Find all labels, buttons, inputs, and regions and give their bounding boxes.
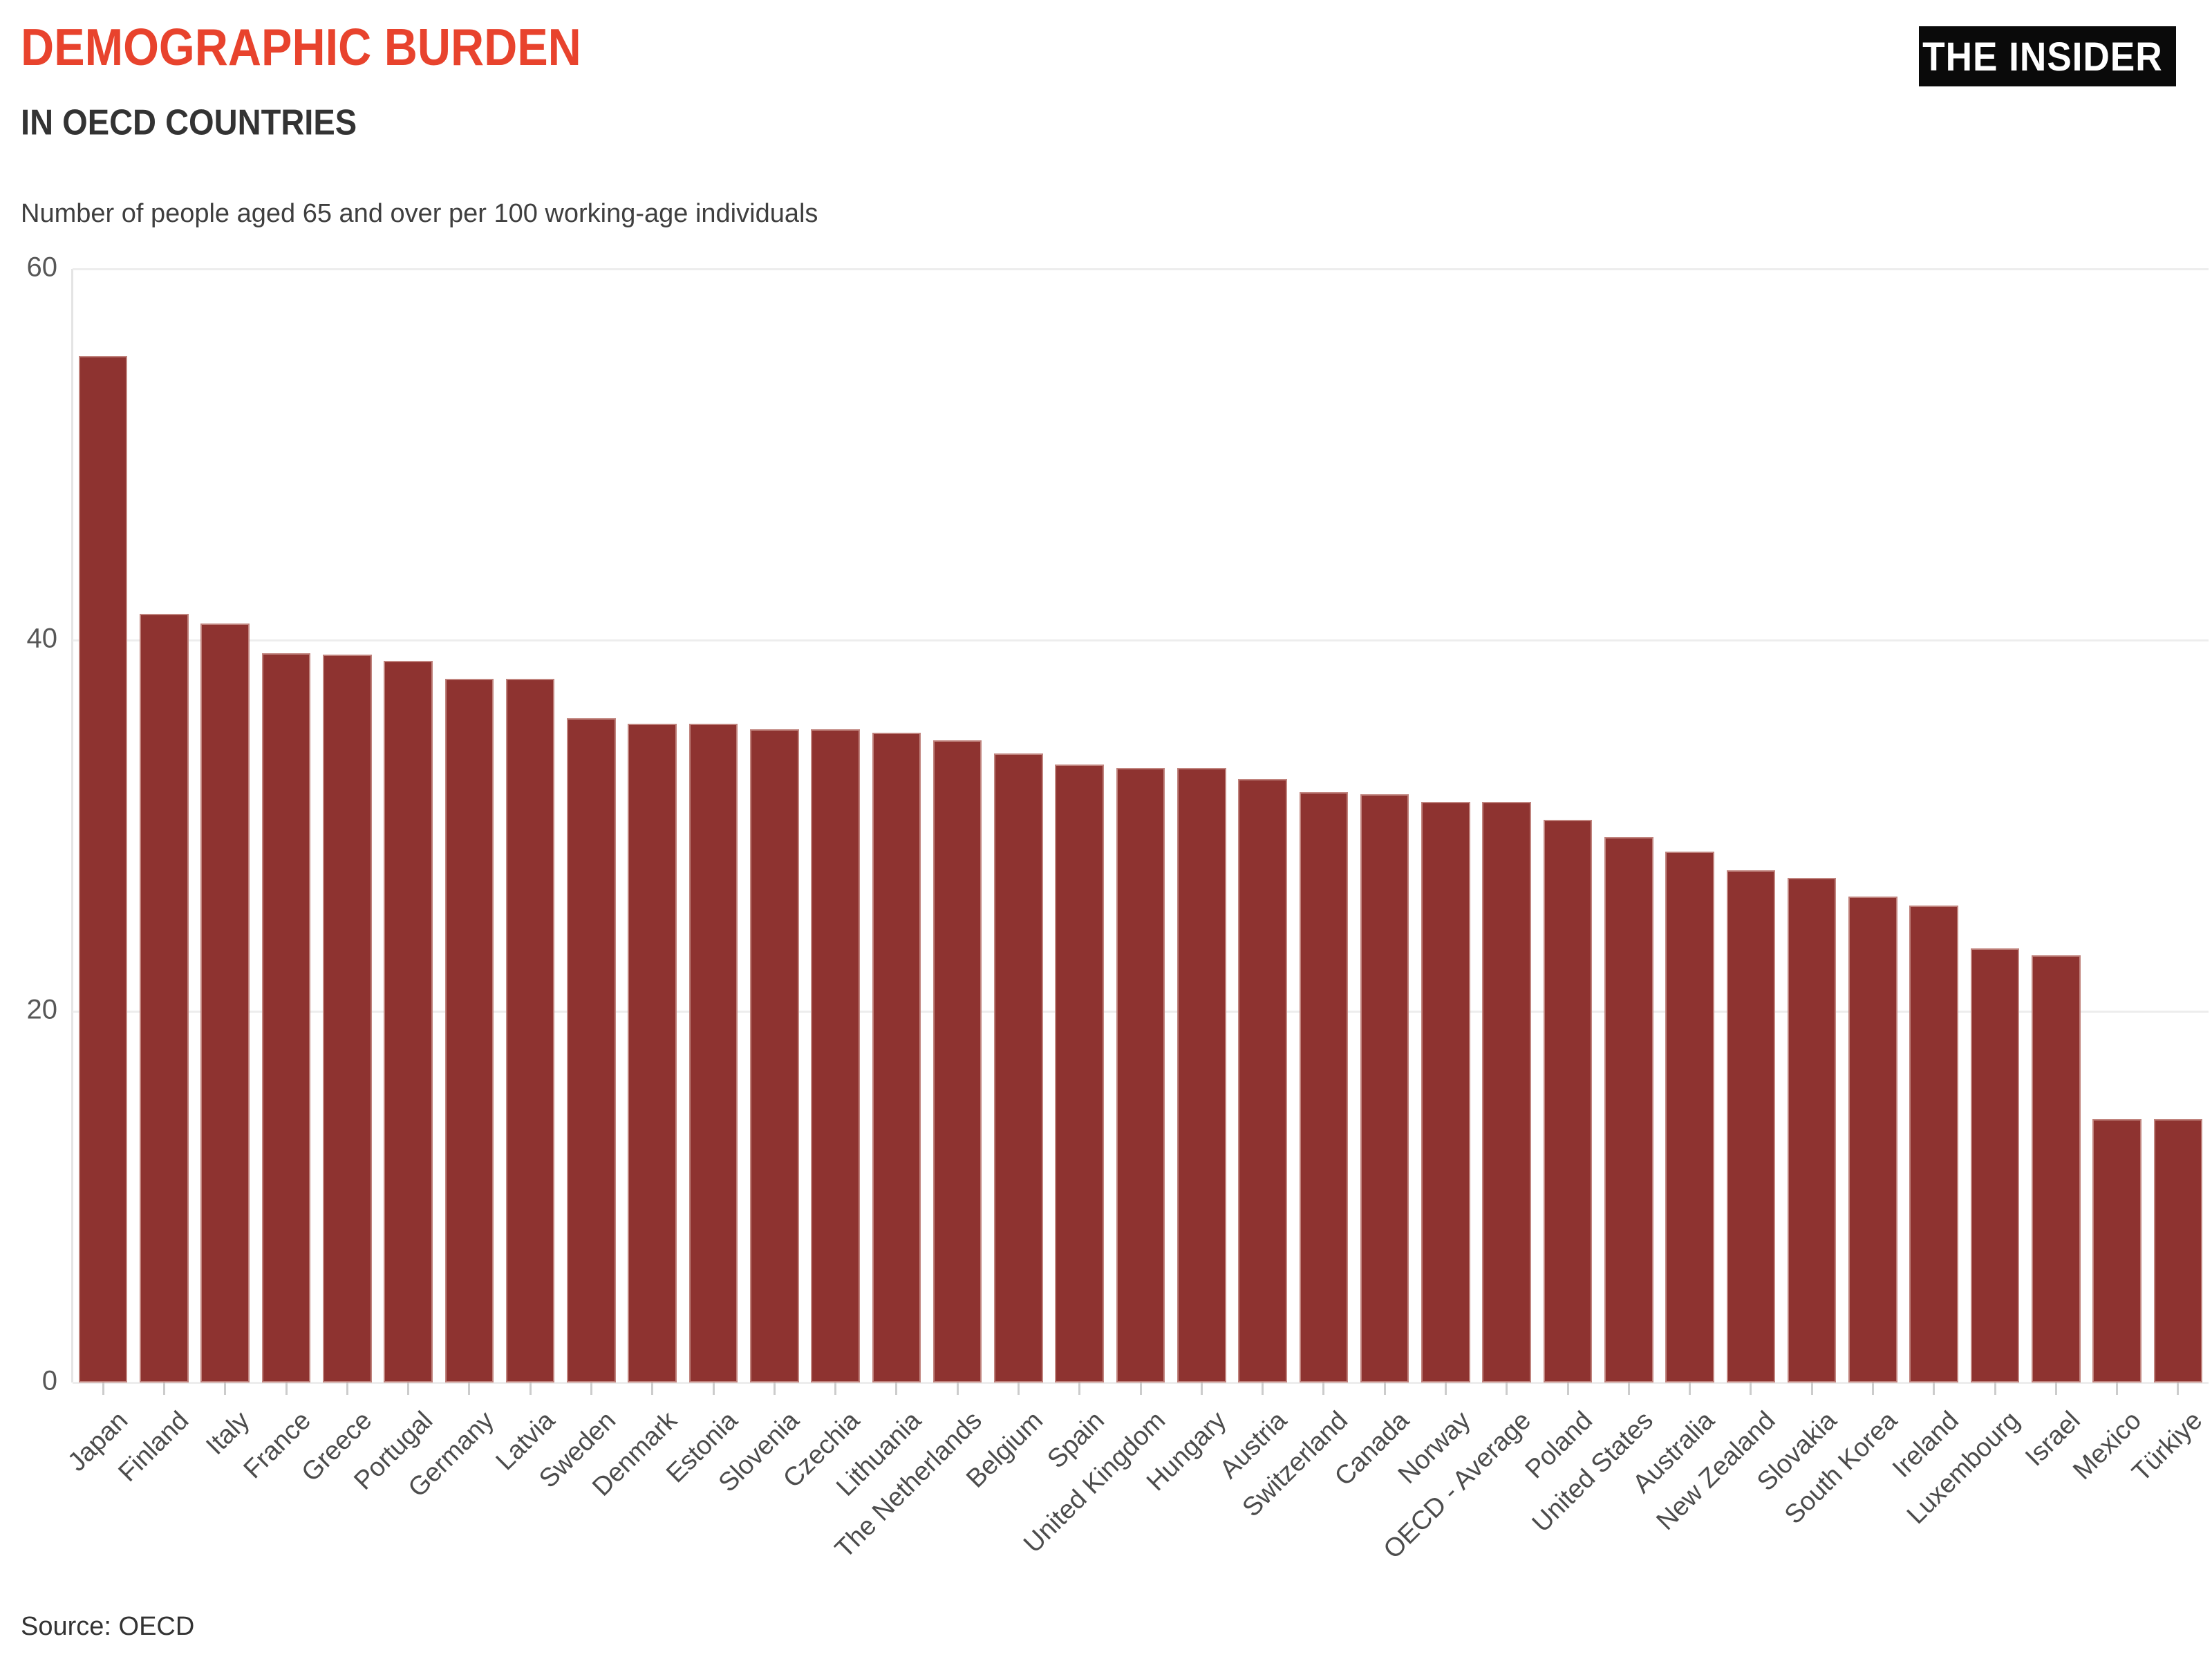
- x-tick-austria: [1262, 1382, 1264, 1395]
- y-axis-line: [71, 269, 73, 1382]
- bar-denmark: [628, 723, 677, 1382]
- bar-portugal: [384, 660, 433, 1382]
- x-tick-czechia: [834, 1382, 837, 1395]
- bar-t-rkiye: [2153, 1118, 2203, 1382]
- page-title: DEMOGRAPHIC BURDEN: [21, 19, 581, 77]
- x-tick-oecd-average: [1506, 1382, 1508, 1395]
- brand-logo: THE INSIDER: [1919, 26, 2176, 86]
- x-tick-the-netherlands: [956, 1382, 959, 1395]
- x-tick-japan: [102, 1382, 104, 1395]
- x-tick-south-korea: [1871, 1382, 1874, 1395]
- bar-poland: [1543, 820, 1593, 1382]
- bar-united-kingdom: [1116, 768, 1165, 1382]
- x-tick-hungary: [1200, 1382, 1203, 1395]
- bar-belgium: [994, 753, 1043, 1382]
- bar-greece: [322, 655, 372, 1382]
- x-tick-label-italy: Italy: [200, 1406, 256, 1461]
- bar-lithuania: [872, 733, 921, 1382]
- x-tick-lithuania: [895, 1382, 898, 1395]
- source-note: Source: OECD: [21, 1612, 195, 1641]
- x-tick-denmark: [651, 1382, 654, 1395]
- bar-finland: [140, 614, 189, 1382]
- bar-ireland: [1909, 905, 1959, 1382]
- bar-israel: [2031, 955, 2081, 1382]
- x-tick-portugal: [407, 1382, 410, 1395]
- bar-mexico: [2092, 1118, 2141, 1382]
- bar-new-zealand: [1726, 870, 1776, 1382]
- brand-logo-text: THE INSIDER: [1922, 33, 2163, 79]
- bar-united-states: [1604, 836, 1653, 1382]
- x-tick-sweden: [590, 1382, 592, 1395]
- x-tick-slovenia: [773, 1382, 776, 1395]
- bar-australia: [1665, 852, 1714, 1382]
- bar-hungary: [1177, 768, 1226, 1382]
- bar-canada: [1360, 794, 1409, 1382]
- x-tick-norway: [1444, 1382, 1447, 1395]
- bar-estonia: [688, 723, 738, 1382]
- x-tick-united-states: [1627, 1382, 1630, 1395]
- gridline-y-40: [73, 639, 2209, 641]
- x-tick-italy: [224, 1382, 227, 1395]
- axis-units-note: Number of people aged 65 and over per 10…: [21, 199, 818, 228]
- bar-czechia: [811, 729, 860, 1382]
- bar-the-netherlands: [932, 740, 982, 1382]
- x-tick-germany: [468, 1382, 471, 1395]
- bar-germany: [444, 679, 494, 1382]
- page-subtitle: IN OECD COUNTRIES: [21, 103, 357, 143]
- y-tick-label-20: 20: [26, 994, 58, 1025]
- bar-spain: [1055, 764, 1105, 1382]
- bar-oecd-average: [1482, 801, 1532, 1382]
- bar-switzerland: [1299, 792, 1349, 1382]
- x-tick-estonia: [712, 1382, 715, 1395]
- x-tick-ireland: [1933, 1382, 1936, 1395]
- bar-japan: [78, 356, 128, 1382]
- x-tick-israel: [2054, 1382, 2057, 1395]
- bar-norway: [1421, 801, 1470, 1382]
- x-tick-united-kingdom: [1139, 1382, 1142, 1395]
- bar-slovakia: [1787, 877, 1837, 1382]
- bar-south-korea: [1848, 896, 1897, 1382]
- x-tick-france: [285, 1382, 288, 1395]
- bar-slovenia: [749, 729, 799, 1382]
- bar-luxembourg: [1970, 948, 2020, 1382]
- bar-latvia: [505, 679, 555, 1382]
- bar-sweden: [567, 718, 616, 1382]
- x-tick-greece: [346, 1382, 348, 1395]
- x-tick-belgium: [1017, 1382, 1020, 1395]
- y-tick-label-0: 0: [41, 1365, 57, 1396]
- y-tick-label-60: 60: [26, 252, 58, 283]
- bar-italy: [200, 623, 250, 1382]
- x-tick-latvia: [529, 1382, 532, 1395]
- x-tick-t-rkiye: [2177, 1382, 2180, 1395]
- x-tick-poland: [1566, 1382, 1569, 1395]
- x-tick-spain: [1078, 1382, 1081, 1395]
- y-tick-label-40: 40: [26, 623, 58, 654]
- x-tick-finland: [162, 1382, 165, 1395]
- bar-france: [261, 653, 311, 1382]
- plot-area: 0 20 40 60 Japan Finland Italy France Greece Port…: [27, 252, 2209, 1564]
- x-tick-mexico: [2116, 1382, 2119, 1395]
- x-tick-australia: [1689, 1382, 1691, 1395]
- x-tick-switzerland: [1322, 1382, 1325, 1395]
- x-tick-slovakia: [1810, 1382, 1813, 1395]
- x-tick-canada: [1383, 1382, 1386, 1395]
- x-tick-luxembourg: [1994, 1382, 1996, 1395]
- bar-austria: [1238, 779, 1287, 1382]
- gridline-y-60: [73, 268, 2209, 270]
- x-tick-new-zealand: [1750, 1382, 1752, 1395]
